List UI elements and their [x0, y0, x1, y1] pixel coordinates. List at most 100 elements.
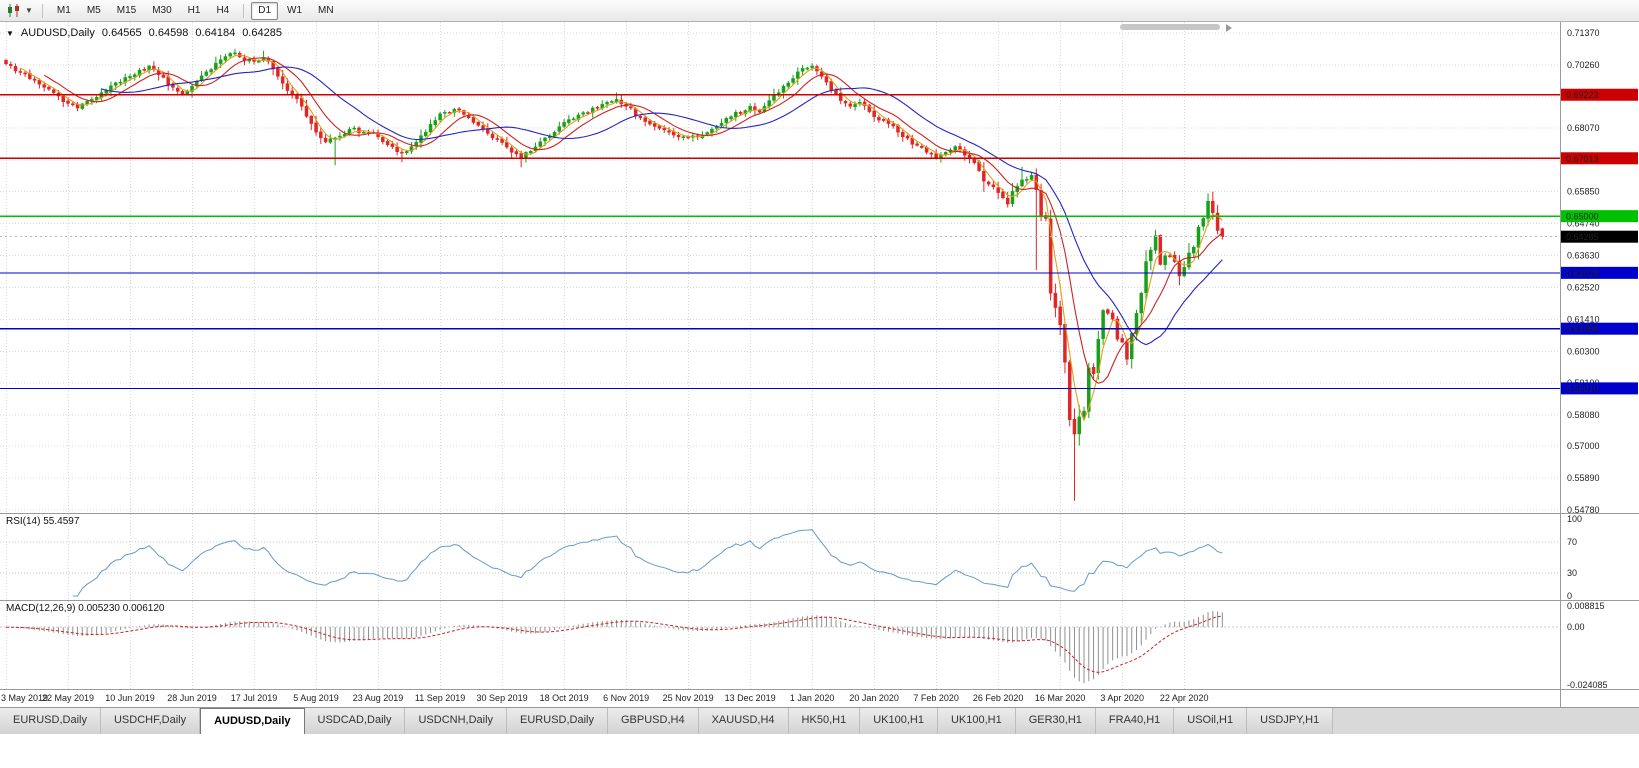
chart-symbol-ohlc: ▼ AUDUSD,Daily 0.64565 0.64598 0.64184 0…: [6, 27, 282, 39]
panel-separators[interactable]: [0, 22, 1639, 707]
price-tick: 0.60300: [1567, 346, 1600, 356]
timeframe-button-mn[interactable]: MN: [318, 4, 334, 16]
date-tick: 13 Dec 2019: [725, 693, 776, 703]
chart-tab-ger30-h1[interactable]: GER30,H1: [1015, 708, 1096, 734]
level-price-label: 0.63028: [1566, 268, 1599, 278]
ohlc-high: 0.64598: [148, 27, 189, 39]
ohlc-low: 0.64184: [195, 27, 236, 39]
chart-canvas[interactable]: 0.713700.702600.691500.680700.669600.658…: [0, 22, 1639, 707]
macd-indicator-label: MACD(12,26,9) 0.005230 0.006120: [6, 603, 165, 614]
date-tick: 7 Feb 2020: [913, 693, 959, 703]
price-tick: 0.61410: [1567, 314, 1600, 324]
level-price-label: 0.65000: [1566, 212, 1599, 222]
date-tick: 6 Nov 2019: [603, 693, 649, 703]
level-price-labels: 0.69223 0.67013 0.65000 0.63028 0.61086 0.590…: [1561, 88, 1638, 395]
macd-histogram: [10, 610, 1223, 684]
chart-tab-hk50-h1[interactable]: HK50,H1: [788, 708, 861, 734]
toolbar-separator: [243, 3, 245, 18]
date-tick: 5 Aug 2019: [293, 693, 339, 703]
date-tick: 3 Apr 2020: [1100, 693, 1144, 703]
price-tick: 0.68070: [1567, 123, 1600, 133]
price-tick: 0.62520: [1567, 282, 1600, 292]
toolbar-separator: [41, 3, 43, 18]
candlestick-series: [4, 48, 1225, 501]
timeframe-toolbar: ▼ M1 M5 M15 M30 H1 H4 D1 W1 MN: [0, 0, 1639, 22]
price-tick: 0.58080: [1567, 410, 1600, 420]
support-resistance-lines[interactable]: [0, 94, 1560, 389]
level-price-label: 0.59010: [1566, 384, 1599, 394]
bottom-filler: [0, 734, 1639, 768]
chart-scrollbar-thumb[interactable]: [1120, 24, 1220, 30]
date-tick: 11 Sep 2019: [415, 693, 465, 703]
rsi-tick: 30: [1567, 568, 1577, 578]
rsi-tick: 100: [1567, 514, 1582, 524]
date-tick: 25 Nov 2019: [663, 693, 714, 703]
rsi-tick: 0: [1567, 591, 1572, 601]
price-tick: 0.54780: [1567, 505, 1600, 515]
chart-tab-audusd-daily[interactable]: AUDUSD,Daily: [200, 708, 305, 734]
date-tick: 30 Sep 2019: [477, 693, 528, 703]
date-tick: 22 Apr 2020: [1160, 693, 1209, 703]
ma-21-line: [101, 66, 1223, 346]
date-tick: 16 Mar 2020: [1035, 693, 1086, 703]
date-tick: 23 Aug 2019: [353, 693, 404, 703]
chart-tab-usdcnh-daily[interactable]: USDCNH,Daily: [405, 708, 508, 734]
date-tick: 28 Jun 2019: [167, 693, 217, 703]
date-tick: 3 May 2019: [1, 693, 48, 703]
chart-tab-uk100-h1[interactable]: UK100,H1: [937, 708, 1016, 734]
timeframe-buttons-group: M1 M5 M15 M30 H1 H4 D1 W1 MN: [50, 1, 341, 20]
symbol-label: AUDUSD,Daily: [20, 27, 95, 39]
timeframe-button-h4[interactable]: H4: [216, 4, 230, 16]
symbol-dropdown-icon[interactable]: ▼: [6, 28, 14, 38]
timeframe-button-m5[interactable]: M5: [86, 4, 101, 16]
candlestick-chart-icon[interactable]: [5, 3, 23, 19]
chart-shift-marker-icon: [1226, 24, 1232, 32]
date-tick: 10 Jun 2019: [105, 693, 155, 703]
macd-signal-line: [6, 615, 1223, 673]
chart-tab-usdjpy-h1[interactable]: USDJPY,H1: [1247, 708, 1334, 734]
chart-tab-eurusd-daily[interactable]: EURUSD,Daily: [0, 708, 101, 734]
ma-4-line: [20, 54, 1223, 422]
timeframe-button-m15[interactable]: M15: [116, 4, 137, 16]
date-tick: 22 May 2019: [42, 693, 94, 703]
date-tick: 26 Feb 2020: [973, 693, 1024, 703]
timeframe-button-d1[interactable]: D1: [251, 1, 279, 20]
level-price-label: 0.64285: [1566, 232, 1599, 242]
ohlc-close: 0.64285: [242, 27, 282, 39]
chart-tab-gbpusd-h4[interactable]: GBPUSD,H4: [608, 708, 699, 734]
timeframe-button-m1[interactable]: M1: [56, 4, 71, 16]
price-tick: 0.55890: [1567, 473, 1600, 483]
rsi-tick: 70: [1567, 537, 1577, 547]
timeframe-button-w1[interactable]: W1: [287, 4, 303, 16]
ohlc-open: 0.64565: [101, 27, 142, 39]
date-tick: 1 Jan 2020: [790, 693, 835, 703]
price-tick: 0.65850: [1567, 187, 1600, 197]
macd-tick: 0.00: [1567, 622, 1585, 632]
chart-tab-eurusd-daily[interactable]: EURUSD,Daily: [507, 708, 608, 734]
price-tick: 0.63630: [1567, 251, 1600, 261]
timeframe-button-m30[interactable]: M30: [152, 4, 172, 16]
chart-tab-usoil-h1[interactable]: USOil,H1: [1174, 708, 1248, 734]
chart-tab-usdchf-daily[interactable]: USDCHF,Daily: [100, 708, 201, 734]
price-tick: 0.70260: [1567, 60, 1600, 70]
date-tick: 17 Jul 2019: [231, 693, 278, 703]
chart-tab-fra40-h1[interactable]: FRA40,H1: [1095, 708, 1175, 734]
ma-9-line: [43, 57, 1223, 384]
price-tick: 0.71370: [1567, 28, 1600, 38]
chart-tab-usdcad-daily[interactable]: USDCAD,Daily: [304, 708, 406, 734]
level-price-label: 0.69223: [1566, 90, 1599, 100]
level-price-label: 0.67013: [1566, 154, 1599, 164]
chart-tab-xauusd-h4[interactable]: XAUUSD,H4: [698, 708, 789, 734]
chart-tab-uk100-h1[interactable]: UK100,H1: [860, 708, 938, 734]
price-tick: 0.57000: [1567, 441, 1600, 451]
timeframe-button-h1[interactable]: H1: [187, 4, 201, 16]
rsi-indicator-label: RSI(14) 55.4597: [6, 516, 80, 527]
macd-tick: -0.024085: [1567, 680, 1608, 690]
moving-average-lines: [20, 54, 1223, 422]
chart-type-dropdown-caret-icon[interactable]: ▼: [25, 6, 33, 15]
price-scale[interactable]: 0.713700.702600.691500.680700.669600.658…: [1567, 28, 1608, 690]
grid-lines: [0, 22, 1560, 689]
date-tick: 20 Jan 2020: [849, 693, 899, 703]
chart-tab-bar: EURUSD,Daily USDCHF,Daily AUDUSD,Daily USDC…: [0, 707, 1639, 734]
